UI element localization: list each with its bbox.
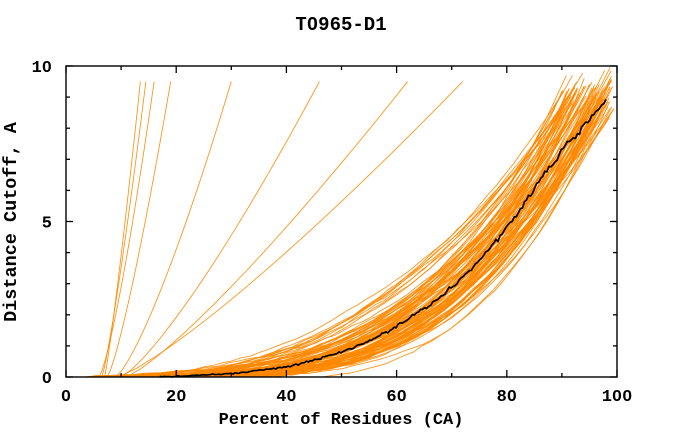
svg-text:Distance Cutoff, A: Distance Cutoff, A — [1, 121, 22, 322]
svg-text:100: 100 — [602, 388, 633, 407]
svg-text:20: 20 — [166, 388, 186, 407]
svg-text:10: 10 — [32, 59, 52, 78]
svg-text:80: 80 — [497, 388, 517, 407]
svg-text:Percent of Residues (CA): Percent of Residues (CA) — [219, 411, 464, 430]
svg-text:T0965-D1: T0965-D1 — [295, 14, 386, 36]
svg-text:60: 60 — [386, 388, 406, 407]
svg-text:0: 0 — [42, 370, 52, 389]
svg-text:5: 5 — [42, 215, 52, 234]
svg-text:40: 40 — [276, 388, 296, 407]
svg-text:0: 0 — [61, 388, 71, 407]
